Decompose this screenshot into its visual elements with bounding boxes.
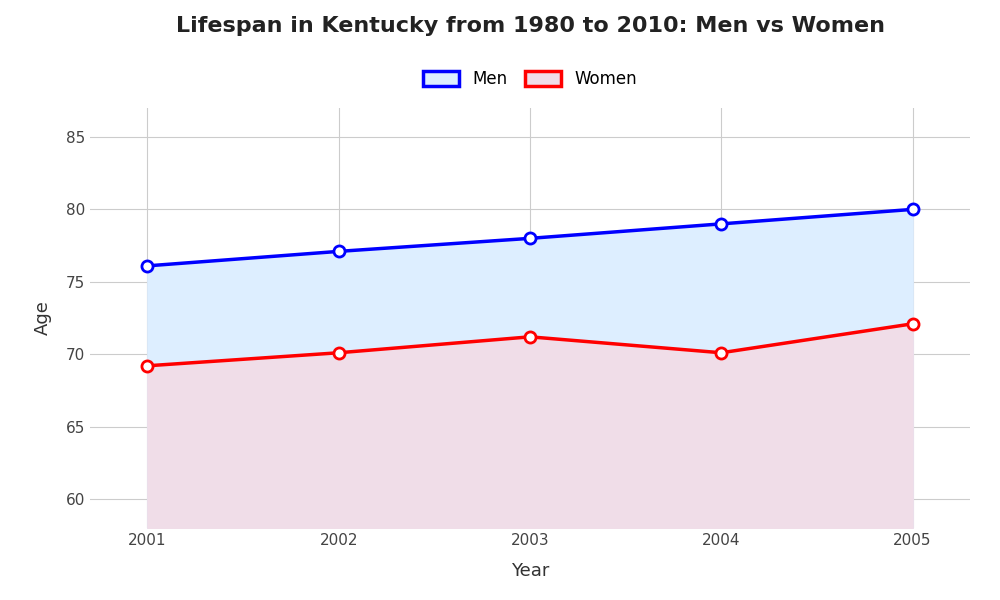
Y-axis label: Age: Age — [34, 301, 52, 335]
X-axis label: Year: Year — [511, 562, 549, 580]
Title: Lifespan in Kentucky from 1980 to 2010: Men vs Women: Lifespan in Kentucky from 1980 to 2010: … — [176, 16, 885, 35]
Legend: Men, Women: Men, Women — [414, 62, 646, 97]
